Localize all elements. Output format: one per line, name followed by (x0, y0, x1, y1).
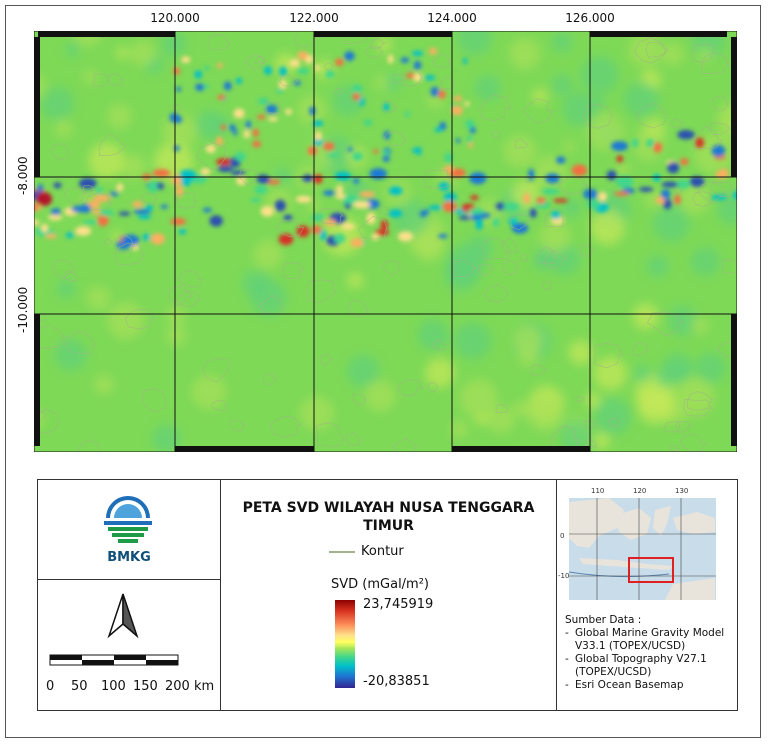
inset-lon-120: 120 (633, 487, 647, 495)
inset-lat-0: 0 (560, 532, 565, 540)
bmkg-logo-text: BMKG (107, 550, 151, 565)
bmkg-logo-icon (104, 496, 152, 543)
scale-label-50: 50 (71, 679, 88, 694)
logo-cell: BMKG (38, 480, 221, 580)
sources-heading: Sumber Data : (565, 614, 642, 626)
inset-lon-110: 110 (591, 487, 605, 495)
source-item: - Esri Ocean Basemap (565, 679, 684, 691)
contour-lines (34, 31, 737, 452)
lon-label-120: 120.000 (150, 11, 200, 25)
north-arrow-icon (107, 593, 139, 639)
source-item: - Global Topography V27.1 (TOPEX/UCSD) (565, 653, 707, 678)
scale-label-0: 0 (46, 679, 55, 694)
lon-label-126: 126.000 (565, 11, 615, 25)
title-legend-cell: PETA SVD WILAYAH NUSA TENGGARA TIMUR Kon… (221, 480, 557, 710)
map-title: PETA SVD WILAYAH NUSA TENGGARA TIMUR (242, 500, 535, 534)
colorbar-title: SVD (mGal/m²) (331, 577, 430, 592)
page-frame (5, 5, 761, 738)
inset-locator-map (569, 498, 716, 600)
scale-label-200: 200 km (165, 679, 215, 694)
scale-bar (49, 654, 179, 666)
svd-map[interactable] (34, 31, 737, 452)
north-scale-cell: 0 50 100 150 200 km (38, 580, 221, 711)
graticule (34, 31, 737, 452)
data-sources: Sumber Data : - Global Marine Gravity Mod… (565, 614, 737, 692)
area-of-interest-box (628, 557, 674, 583)
lon-label-122: 122.000 (289, 11, 339, 25)
lat-label-8: -8.000 (16, 156, 30, 195)
lon-label-124: 124.000 (427, 11, 477, 25)
map-neatline (34, 31, 737, 452)
source-item: - Global Marine Gravity Model V33.1 (TOPE… (565, 627, 725, 652)
inset-lat-10: -10 (558, 572, 570, 580)
scale-label-100: 100 (101, 679, 126, 694)
colorbar-min-label: -20,83851 (363, 674, 430, 689)
svd-map-canvas (34, 31, 737, 452)
colorbar (335, 600, 355, 688)
contour-legend-label: Kontur (361, 544, 404, 559)
inset-cell: 110 120 130 0 -10 Sumber Data : - Global … (557, 480, 738, 710)
contour-line-symbol (329, 550, 355, 553)
colorbar-max-label: 23,745919 (363, 597, 434, 612)
contour-legend-item: Kontur (329, 544, 404, 559)
scale-label-150: 150 (133, 679, 158, 694)
inset-lon-130: 130 (675, 487, 689, 495)
legend-panel: BMKG 0 50 100 150 200 km PETA SVD WILAYA… (37, 479, 738, 711)
lat-label-10: -10.000 (16, 286, 30, 333)
